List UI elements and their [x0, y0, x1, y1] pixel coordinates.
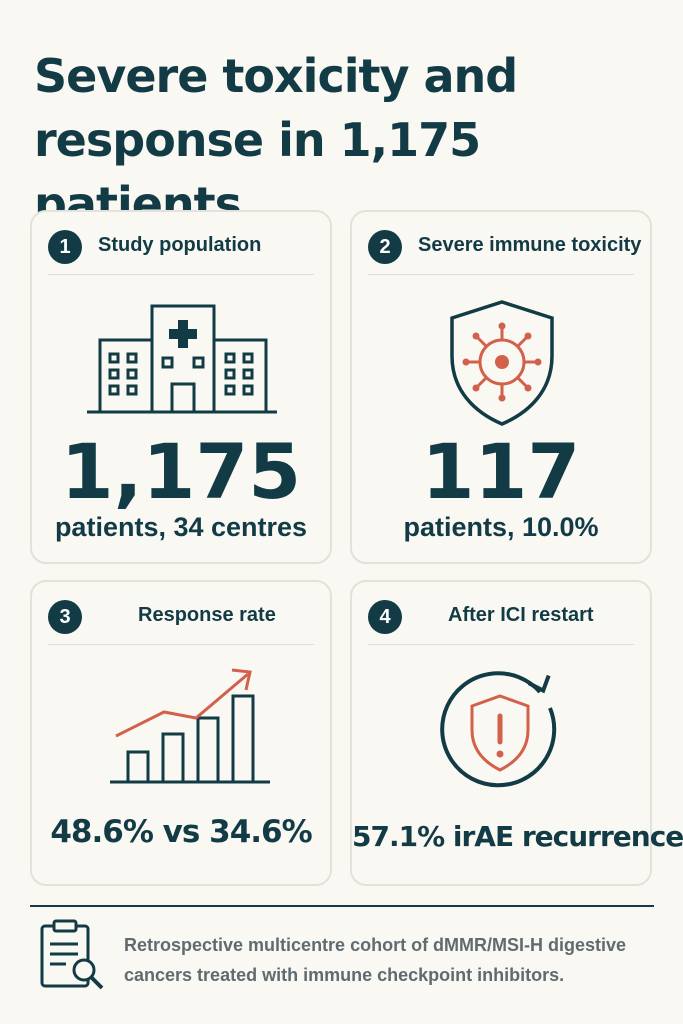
step-number: 1 — [48, 230, 82, 264]
card-response-rate: 3 Response rate 48.6% vs 34.6% — [30, 580, 332, 886]
card-title: Severe immune toxicity — [418, 234, 642, 256]
card-title: After ICI restart — [448, 604, 594, 626]
toxicity-caption: patients, 10.0% — [403, 512, 599, 542]
card-study-population: 1 Study population 1,175 patients, 34 ce… — [30, 210, 332, 564]
hospital-icon — [87, 304, 277, 414]
toxicity-count: 117 — [421, 427, 581, 516]
card-ici-restart: 4 After ICI restart 57.1% irAE recurrenc… — [350, 580, 683, 886]
population-caption: patients, 34 centres — [54, 512, 308, 542]
study-description: Retrospective multicentre cohort of dMMR… — [124, 935, 627, 985]
card-severe-toxicity: 2 Severe immune toxicity 117 patients, 1… — [350, 210, 652, 564]
page-title: Severe toxicity and response in 1,175 pa… — [34, 49, 518, 231]
rising-bar-chart-icon — [110, 668, 270, 784]
clipboard-search-icon — [40, 919, 104, 990]
card-title: Study population — [98, 234, 262, 256]
irae-recurrence: 57.1% irAE recurrence — [352, 820, 683, 853]
card-header: 1 Study population — [48, 230, 314, 275]
card-header: 3 Response rate — [48, 600, 314, 645]
card-title: Response rate — [138, 604, 276, 626]
response-rate-comparison: 48.6% vs 34.6% — [50, 814, 312, 850]
step-number: 4 — [368, 600, 402, 634]
card-header: 4 After ICI restart — [368, 600, 634, 645]
step-number: 2 — [368, 230, 402, 264]
card-header: 2 Severe immune toxicity — [368, 230, 642, 275]
population-count: 1,175 — [60, 427, 302, 516]
step-number: 3 — [48, 600, 82, 634]
footer-divider — [30, 905, 654, 907]
shield-alert-refresh-icon — [440, 671, 557, 788]
shield-virus-icon — [450, 300, 554, 426]
